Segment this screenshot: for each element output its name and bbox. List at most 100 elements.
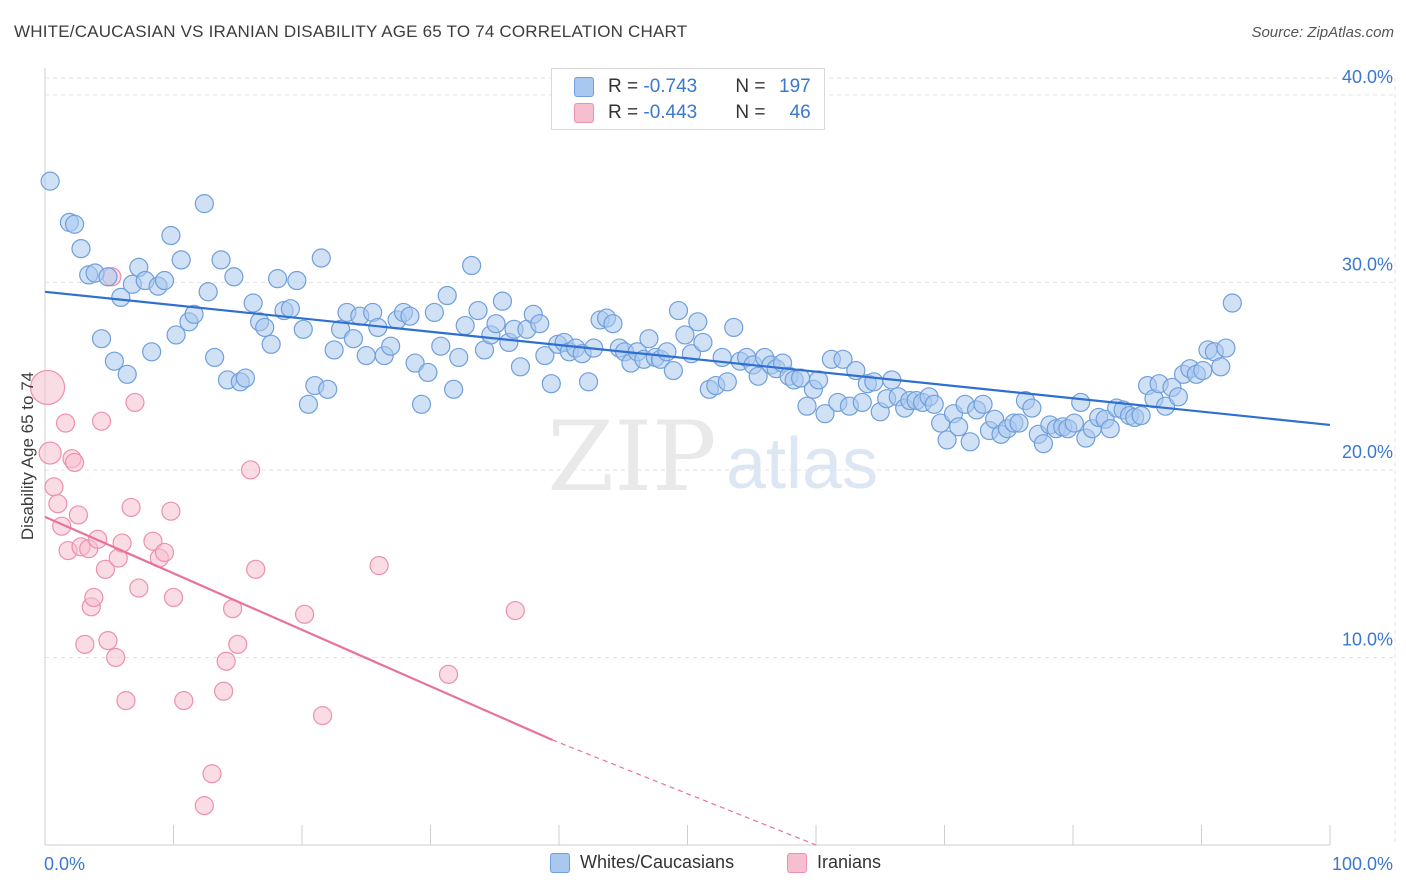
- iranians-point: [55, 413, 76, 433]
- whites-point: [381, 336, 401, 356]
- iranians-trend-extension: [552, 739, 817, 846]
- whites-point: [1222, 293, 1242, 313]
- whites-point: [287, 270, 307, 291]
- whites-point: [71, 239, 91, 259]
- iranians-point: [64, 452, 85, 473]
- iranians-point: [163, 587, 184, 608]
- iranians-point: [84, 587, 104, 608]
- whites-point: [424, 302, 444, 323]
- whites-point: [142, 342, 162, 362]
- iranians-point: [75, 634, 95, 654]
- iranians-swatch: [787, 852, 807, 873]
- stats-legend: R = -0.743 N = 197 R = -0.443 N = 46: [551, 68, 825, 130]
- whites-point: [235, 368, 256, 388]
- whites-point: [311, 248, 331, 268]
- whites-point: [1131, 405, 1151, 426]
- iranians-point: [154, 542, 175, 563]
- legend-row-iranians: R = -0.443 N = 46: [574, 100, 811, 126]
- whites-point: [1168, 387, 1188, 407]
- n-label: N =: [735, 102, 771, 123]
- whites-point: [541, 374, 561, 394]
- iranians-swatch: [574, 103, 594, 123]
- x-tick-label: 100.0%: [1332, 854, 1393, 874]
- iranians-point: [174, 691, 194, 711]
- whites-point: [1009, 413, 1029, 433]
- iranians-point: [216, 651, 236, 671]
- iranians-point: [95, 559, 115, 579]
- whites-point: [1216, 338, 1236, 358]
- source-label: Source: ZipAtlas.com: [1251, 24, 1394, 41]
- whites-point: [455, 315, 475, 336]
- whites-point: [663, 360, 683, 381]
- iranians-point: [129, 578, 149, 598]
- iranians-point: [438, 664, 459, 684]
- legend-item-iranians[interactable]: Iranians: [787, 852, 881, 873]
- iranians-trend-line: [44, 515, 554, 741]
- whites-point: [973, 394, 993, 414]
- whites-point: [688, 312, 708, 332]
- whites-point: [852, 392, 872, 413]
- whites-point: [298, 394, 319, 414]
- whites-point: [64, 214, 85, 234]
- whites-trend-line: [44, 290, 1331, 427]
- whites-point: [492, 291, 513, 311]
- whites-point: [356, 345, 376, 366]
- iranians-point: [91, 411, 112, 431]
- iranians-point: [98, 630, 118, 651]
- whites-point: [418, 362, 438, 383]
- whites-point: [280, 299, 301, 319]
- iranians-point: [44, 477, 64, 497]
- series-legend: Whites/Caucasians Iranians: [0, 852, 1406, 876]
- whites-point: [1100, 419, 1120, 439]
- legend-item-whites[interactable]: Whites/Caucasians: [550, 852, 734, 873]
- iranians-point: [202, 764, 222, 784]
- whites-point: [405, 353, 425, 373]
- whites-point: [40, 171, 60, 191]
- whites-point: [864, 372, 884, 392]
- r-label: R =: [608, 76, 644, 97]
- y-tick-label: 20.0%: [1342, 442, 1393, 462]
- whites-point: [117, 364, 137, 384]
- whites-point: [675, 325, 695, 345]
- whites-point: [324, 340, 344, 360]
- whites-point: [668, 300, 689, 321]
- whites-point: [462, 255, 482, 276]
- whites-point: [400, 306, 420, 326]
- whites-point: [1064, 413, 1084, 433]
- whites-point: [449, 347, 469, 368]
- whites-point: [924, 394, 944, 414]
- whites-point: [603, 314, 623, 334]
- iranians-point: [241, 460, 261, 480]
- iranians-point: [194, 796, 214, 816]
- whites-point: [468, 300, 488, 321]
- r-label: R =: [608, 102, 644, 123]
- iranians-point: [294, 604, 315, 624]
- whites-point: [748, 366, 768, 386]
- whites-point: [530, 314, 550, 334]
- iranians-point: [112, 533, 132, 553]
- whites-point: [535, 345, 555, 366]
- whites-point: [717, 372, 737, 392]
- whites-point: [166, 325, 186, 345]
- whites-point: [224, 267, 244, 287]
- watermark-atlas: atlas: [726, 424, 878, 504]
- y-tick-label: 40.0%: [1342, 67, 1393, 87]
- whites-point: [411, 394, 432, 414]
- legend-label-whites: Whites/Caucasians: [580, 852, 735, 872]
- whites-point: [194, 194, 214, 214]
- whites-point: [578, 372, 599, 392]
- whites-point: [712, 347, 732, 368]
- whites-point: [267, 269, 288, 289]
- whites-point: [343, 329, 363, 349]
- iranians-point: [38, 441, 62, 465]
- iranians-point: [68, 505, 89, 525]
- whites-point: [318, 379, 338, 399]
- whites-point: [437, 285, 457, 306]
- whites-point: [111, 287, 131, 308]
- whites-point: [1033, 434, 1054, 454]
- iranians-point: [106, 647, 126, 668]
- whites-point: [243, 293, 263, 313]
- whites-point: [510, 357, 531, 377]
- whites-point: [960, 432, 980, 452]
